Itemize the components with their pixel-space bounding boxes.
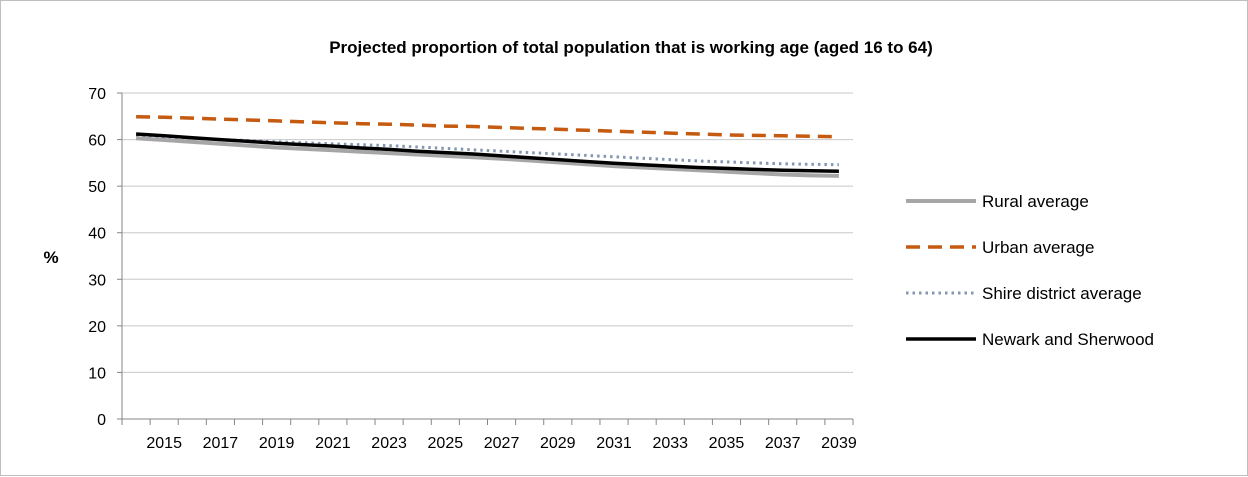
x-tick-label: 2023	[371, 435, 407, 452]
legend: Rural average Urban average Shire district…	[906, 192, 1154, 349]
x-tick-label: 2029	[540, 435, 576, 452]
y-tick-label: 50	[88, 179, 106, 196]
series-lines	[135, 115, 839, 178]
series-line	[135, 132, 839, 173]
x-tick-label: 2027	[484, 435, 520, 452]
series-line	[135, 136, 839, 178]
x-tick-label: 2033	[652, 435, 688, 452]
y-tick-label: 20	[88, 319, 106, 336]
y-axis-ticks: 0 10 20 30 40 50 60 70	[88, 86, 122, 429]
legend-label: Rural average	[982, 192, 1089, 211]
legend-label: Urban average	[982, 238, 1094, 257]
legend-label: Shire district average	[982, 284, 1142, 303]
chart-title: Projected proportion of total population…	[329, 38, 933, 57]
y-tick-label: 70	[88, 86, 106, 103]
x-tick-label: 2039	[821, 435, 857, 452]
y-tick-label: 30	[88, 272, 106, 289]
x-tick-label: 2031	[596, 435, 632, 452]
y-tick-label: 0	[97, 412, 106, 429]
y-tick-label: 60	[88, 133, 106, 150]
x-tick-label: 2015	[146, 435, 182, 452]
x-tick-label: 2021	[315, 435, 351, 452]
y-tick-label: 10	[88, 365, 106, 382]
y-tick-label: 40	[88, 226, 106, 243]
x-axis-ticks: 2015 2017 2019 2021 2023 2025 2027 2029 2031 2033…	[121, 419, 857, 452]
x-tick-label: 2037	[765, 435, 801, 452]
x-tick-label: 2035	[709, 435, 745, 452]
x-tick-label: 2025	[428, 435, 464, 452]
x-tick-label: 2017	[203, 435, 239, 452]
legend-label: Newark and Sherwood	[982, 330, 1154, 349]
series-line	[136, 115, 839, 139]
y-axis-label: %	[43, 248, 58, 267]
x-tick-label: 2019	[259, 435, 295, 452]
